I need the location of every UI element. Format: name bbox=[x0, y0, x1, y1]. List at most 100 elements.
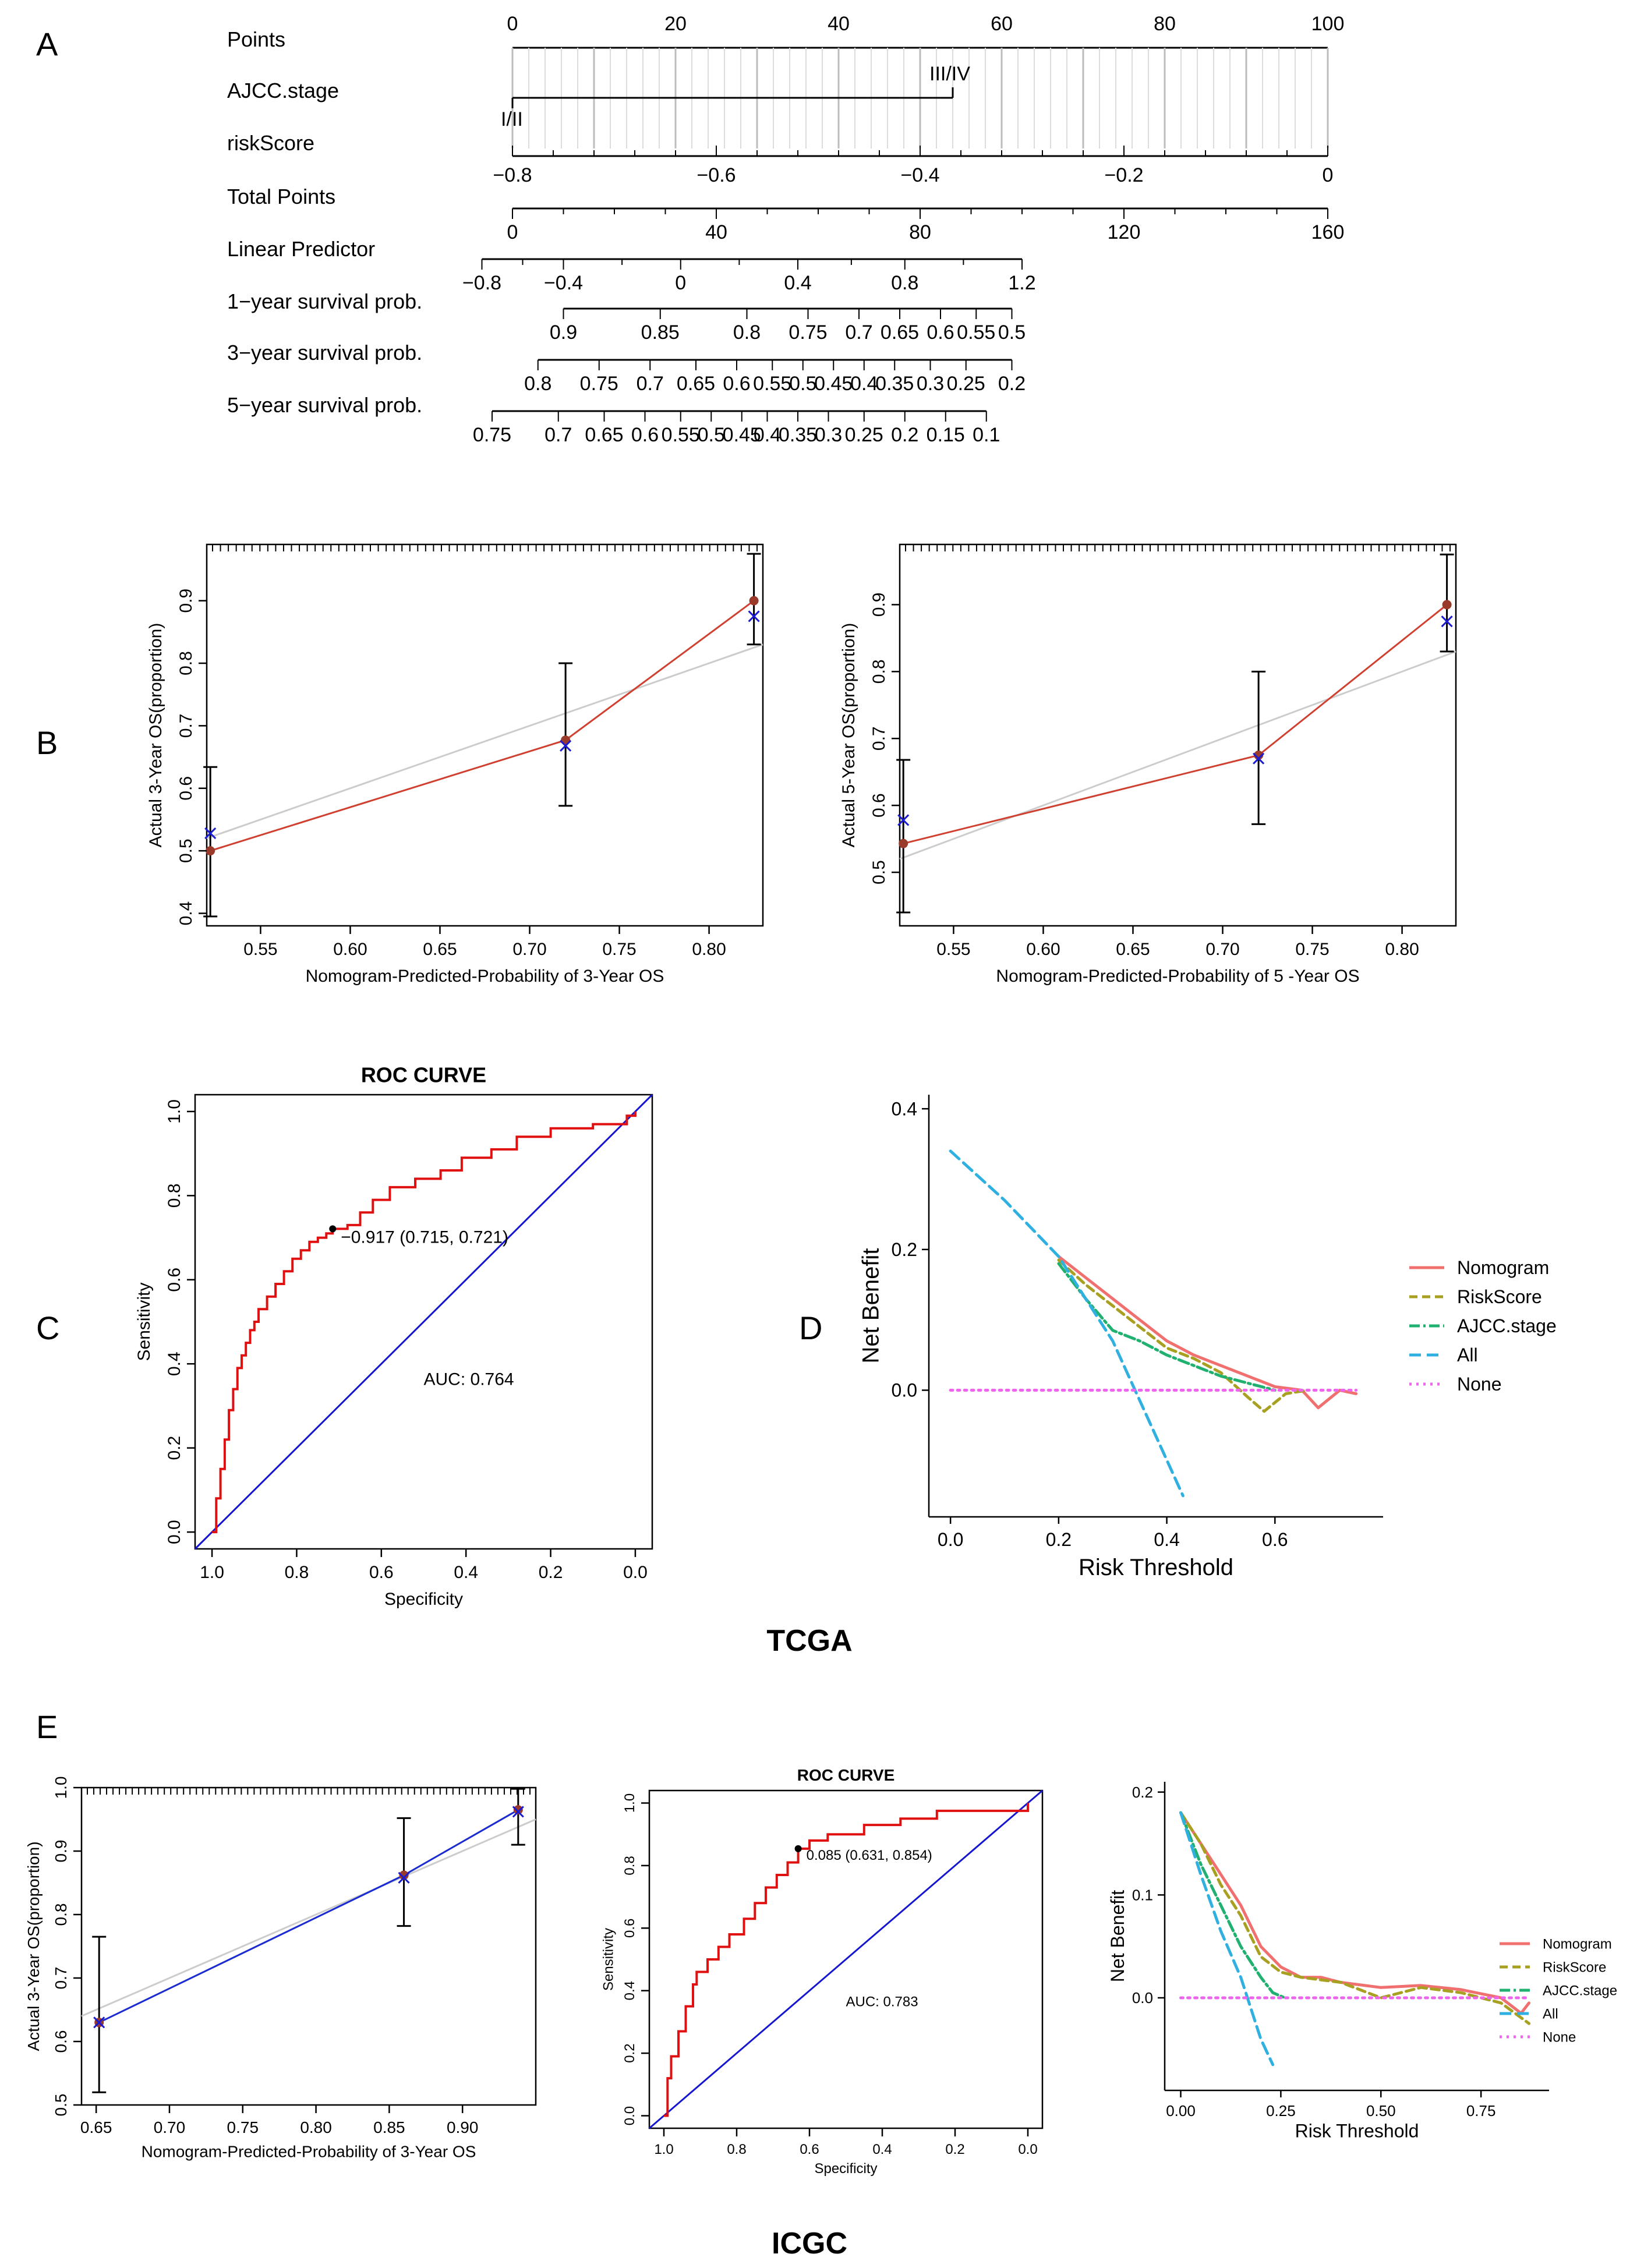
x-tick-label: 0.70 bbox=[1205, 940, 1239, 959]
stage-level-label: I/II bbox=[501, 108, 523, 130]
legend-label: None bbox=[1457, 1374, 1502, 1395]
x-tick-label: 0.6 bbox=[369, 1563, 394, 1582]
y-axis-label: Sensitivity bbox=[135, 1282, 154, 1361]
y5-tick-label: 0.45 bbox=[723, 424, 761, 446]
nomogram: Points AJCC.stage riskScore Total Points Lin… bbox=[227, 13, 1344, 446]
observed-line bbox=[210, 600, 755, 852]
y3-tick-label: 0.4 bbox=[850, 373, 878, 395]
observed-point bbox=[899, 838, 908, 848]
roc-curve-line bbox=[212, 1111, 637, 1534]
nomogram-row-label-y5: 5−year survival prob. bbox=[227, 393, 422, 417]
calibration-plot-3yr-tcga: 0.55 0.60 0.65 0.70 0.75 0.80 0.4 0.5 0.6 0.7 0.8 0… bbox=[146, 543, 764, 986]
x-tick-label: 0.55 bbox=[936, 940, 970, 959]
y5-tick-label: 0.5 bbox=[698, 424, 725, 446]
x-tick-label: 0.4 bbox=[872, 2142, 892, 2157]
y3-tick-label: 0.8 bbox=[524, 373, 551, 395]
x-axis-label: Risk Threshold bbox=[1079, 1555, 1233, 1580]
legend-label: AJCC.stage bbox=[1457, 1315, 1557, 1336]
total-tick-label: 0 bbox=[507, 221, 518, 243]
cutoff-label: 0.085 (0.631, 0.854) bbox=[807, 1848, 932, 1863]
x-tick-label: 0.65 bbox=[423, 940, 457, 959]
observed-point bbox=[1254, 750, 1264, 760]
x-tick-label: 0.2 bbox=[945, 2142, 964, 2157]
points-tick-label: 40 bbox=[828, 13, 850, 35]
y-tick-label: 0.4 bbox=[165, 1351, 184, 1376]
x-tick-label: 0.50 bbox=[1366, 2102, 1396, 2120]
y-tick-label: 0.0 bbox=[892, 1380, 917, 1401]
y-tick-label: 0.6 bbox=[176, 776, 196, 801]
plot-frame bbox=[80, 1786, 537, 2106]
y-tick-label: 0.8 bbox=[52, 1903, 70, 1926]
y5-tick-label: 0.1 bbox=[973, 424, 1000, 446]
y-tick-label: 1.0 bbox=[165, 1099, 184, 1124]
x-tick-label: 0.2 bbox=[539, 1563, 563, 1582]
y-tick-label: 0.8 bbox=[869, 659, 889, 684]
nomogram-row-label-total: Total Points bbox=[227, 185, 335, 208]
x-tick-label: 0.4 bbox=[1154, 1529, 1179, 1550]
roc-curve-tcga: ROC CURVE −0.917 (0.715, 0.721) AUC: 0.764… bbox=[135, 1063, 653, 1609]
y-axis-label: Actual 3-Year OS(proportion) bbox=[24, 1841, 43, 2051]
cutoff-point bbox=[329, 1225, 337, 1233]
corrected-point bbox=[1253, 752, 1265, 765]
risk-tick-label: −0.8 bbox=[493, 164, 532, 186]
chance-diagonal-line bbox=[649, 1789, 1043, 2129]
x-tick-label: 0.4 bbox=[454, 1563, 478, 1582]
series-line-nomogram bbox=[1179, 1811, 1531, 2015]
y-tick-label: 0.0 bbox=[165, 1520, 184, 1544]
x-axis-label: Nomogram-Predicted-Probability of 3-Year… bbox=[142, 2143, 476, 2161]
y-tick-label: 0.6 bbox=[622, 1919, 638, 1938]
y-axis-label: Sensitivity bbox=[601, 1928, 617, 1991]
ideal-diagonal-line bbox=[206, 643, 763, 840]
legend-label: Nomogram bbox=[1543, 1936, 1612, 1952]
x-tick-label: 0.55 bbox=[243, 940, 277, 959]
roc-curve-line bbox=[664, 1803, 1029, 2117]
plot-frame bbox=[194, 1094, 653, 1550]
y1-tick-label: 0.75 bbox=[789, 321, 827, 344]
y-tick-label: 0.4 bbox=[892, 1098, 917, 1119]
y5-tick-label: 0.7 bbox=[545, 424, 572, 446]
plot-frame bbox=[206, 543, 764, 927]
cutoff-label: −0.917 (0.715, 0.721) bbox=[341, 1227, 508, 1247]
legend-label: RiskScore bbox=[1457, 1286, 1542, 1307]
y-tick-label: 0.5 bbox=[176, 838, 196, 863]
points-tick-label: 20 bbox=[664, 13, 687, 35]
y-tick-label: 0.2 bbox=[622, 2043, 638, 2062]
y-tick-label: 0.1 bbox=[1132, 1886, 1153, 1903]
y1-tick-label: 0.55 bbox=[957, 321, 995, 344]
corrected-point bbox=[1441, 615, 1453, 628]
x-tick-label: 0.0 bbox=[1018, 2142, 1037, 2157]
legend-label: AJCC.stage bbox=[1543, 1983, 1617, 1998]
panel-label-d: D bbox=[799, 1310, 822, 1346]
y3-tick-label: 0.25 bbox=[947, 373, 985, 395]
risk-tick-label: −0.2 bbox=[1104, 164, 1143, 186]
y-tick-label: 0.6 bbox=[869, 793, 889, 818]
points-tick-label: 60 bbox=[991, 13, 1013, 35]
y-tick-label: 0.2 bbox=[1132, 1784, 1153, 1801]
plot-frame bbox=[899, 543, 1457, 927]
y-tick-label: 0.8 bbox=[176, 651, 196, 675]
y-tick-label: 0.4 bbox=[176, 901, 196, 926]
y3-tick-label: 0.6 bbox=[723, 373, 750, 395]
ideal-diagonal-line bbox=[899, 650, 1456, 860]
y-tick-label: 0.6 bbox=[165, 1268, 184, 1292]
y-tick-label: 0.2 bbox=[165, 1436, 184, 1460]
total-tick-label: 40 bbox=[705, 221, 727, 243]
corrected-point bbox=[897, 814, 910, 826]
observed-point bbox=[1442, 600, 1452, 610]
y-axis-label: Net Benefit bbox=[858, 1248, 884, 1364]
series-line-ajcc-stage bbox=[1179, 1811, 1286, 2000]
risk-tick-label: −0.4 bbox=[900, 164, 939, 186]
x-tick-label: 0.80 bbox=[300, 2118, 332, 2136]
y5-tick-label: 0.6 bbox=[631, 424, 659, 446]
calibration-plot-3yr-icgc: 0.65 0.70 0.75 0.80 0.85 0.90 0.5 0.6 0.7 0.8 0.9 1… bbox=[24, 1777, 537, 2161]
x-tick-label: 0.6 bbox=[1262, 1529, 1288, 1550]
lp-tick-label: 0 bbox=[675, 272, 686, 294]
total-tick-label: 120 bbox=[1108, 221, 1141, 243]
y5-tick-label: 0.35 bbox=[779, 424, 817, 446]
y3-tick-label: 0.55 bbox=[753, 373, 791, 395]
observed-line bbox=[903, 604, 1448, 845]
y3-tick-label: 0.3 bbox=[917, 373, 944, 395]
lp-tick-label: −0.8 bbox=[462, 272, 501, 294]
lp-tick-label: 1.2 bbox=[1008, 272, 1035, 294]
x-tick-label: 0.8 bbox=[727, 2142, 746, 2157]
